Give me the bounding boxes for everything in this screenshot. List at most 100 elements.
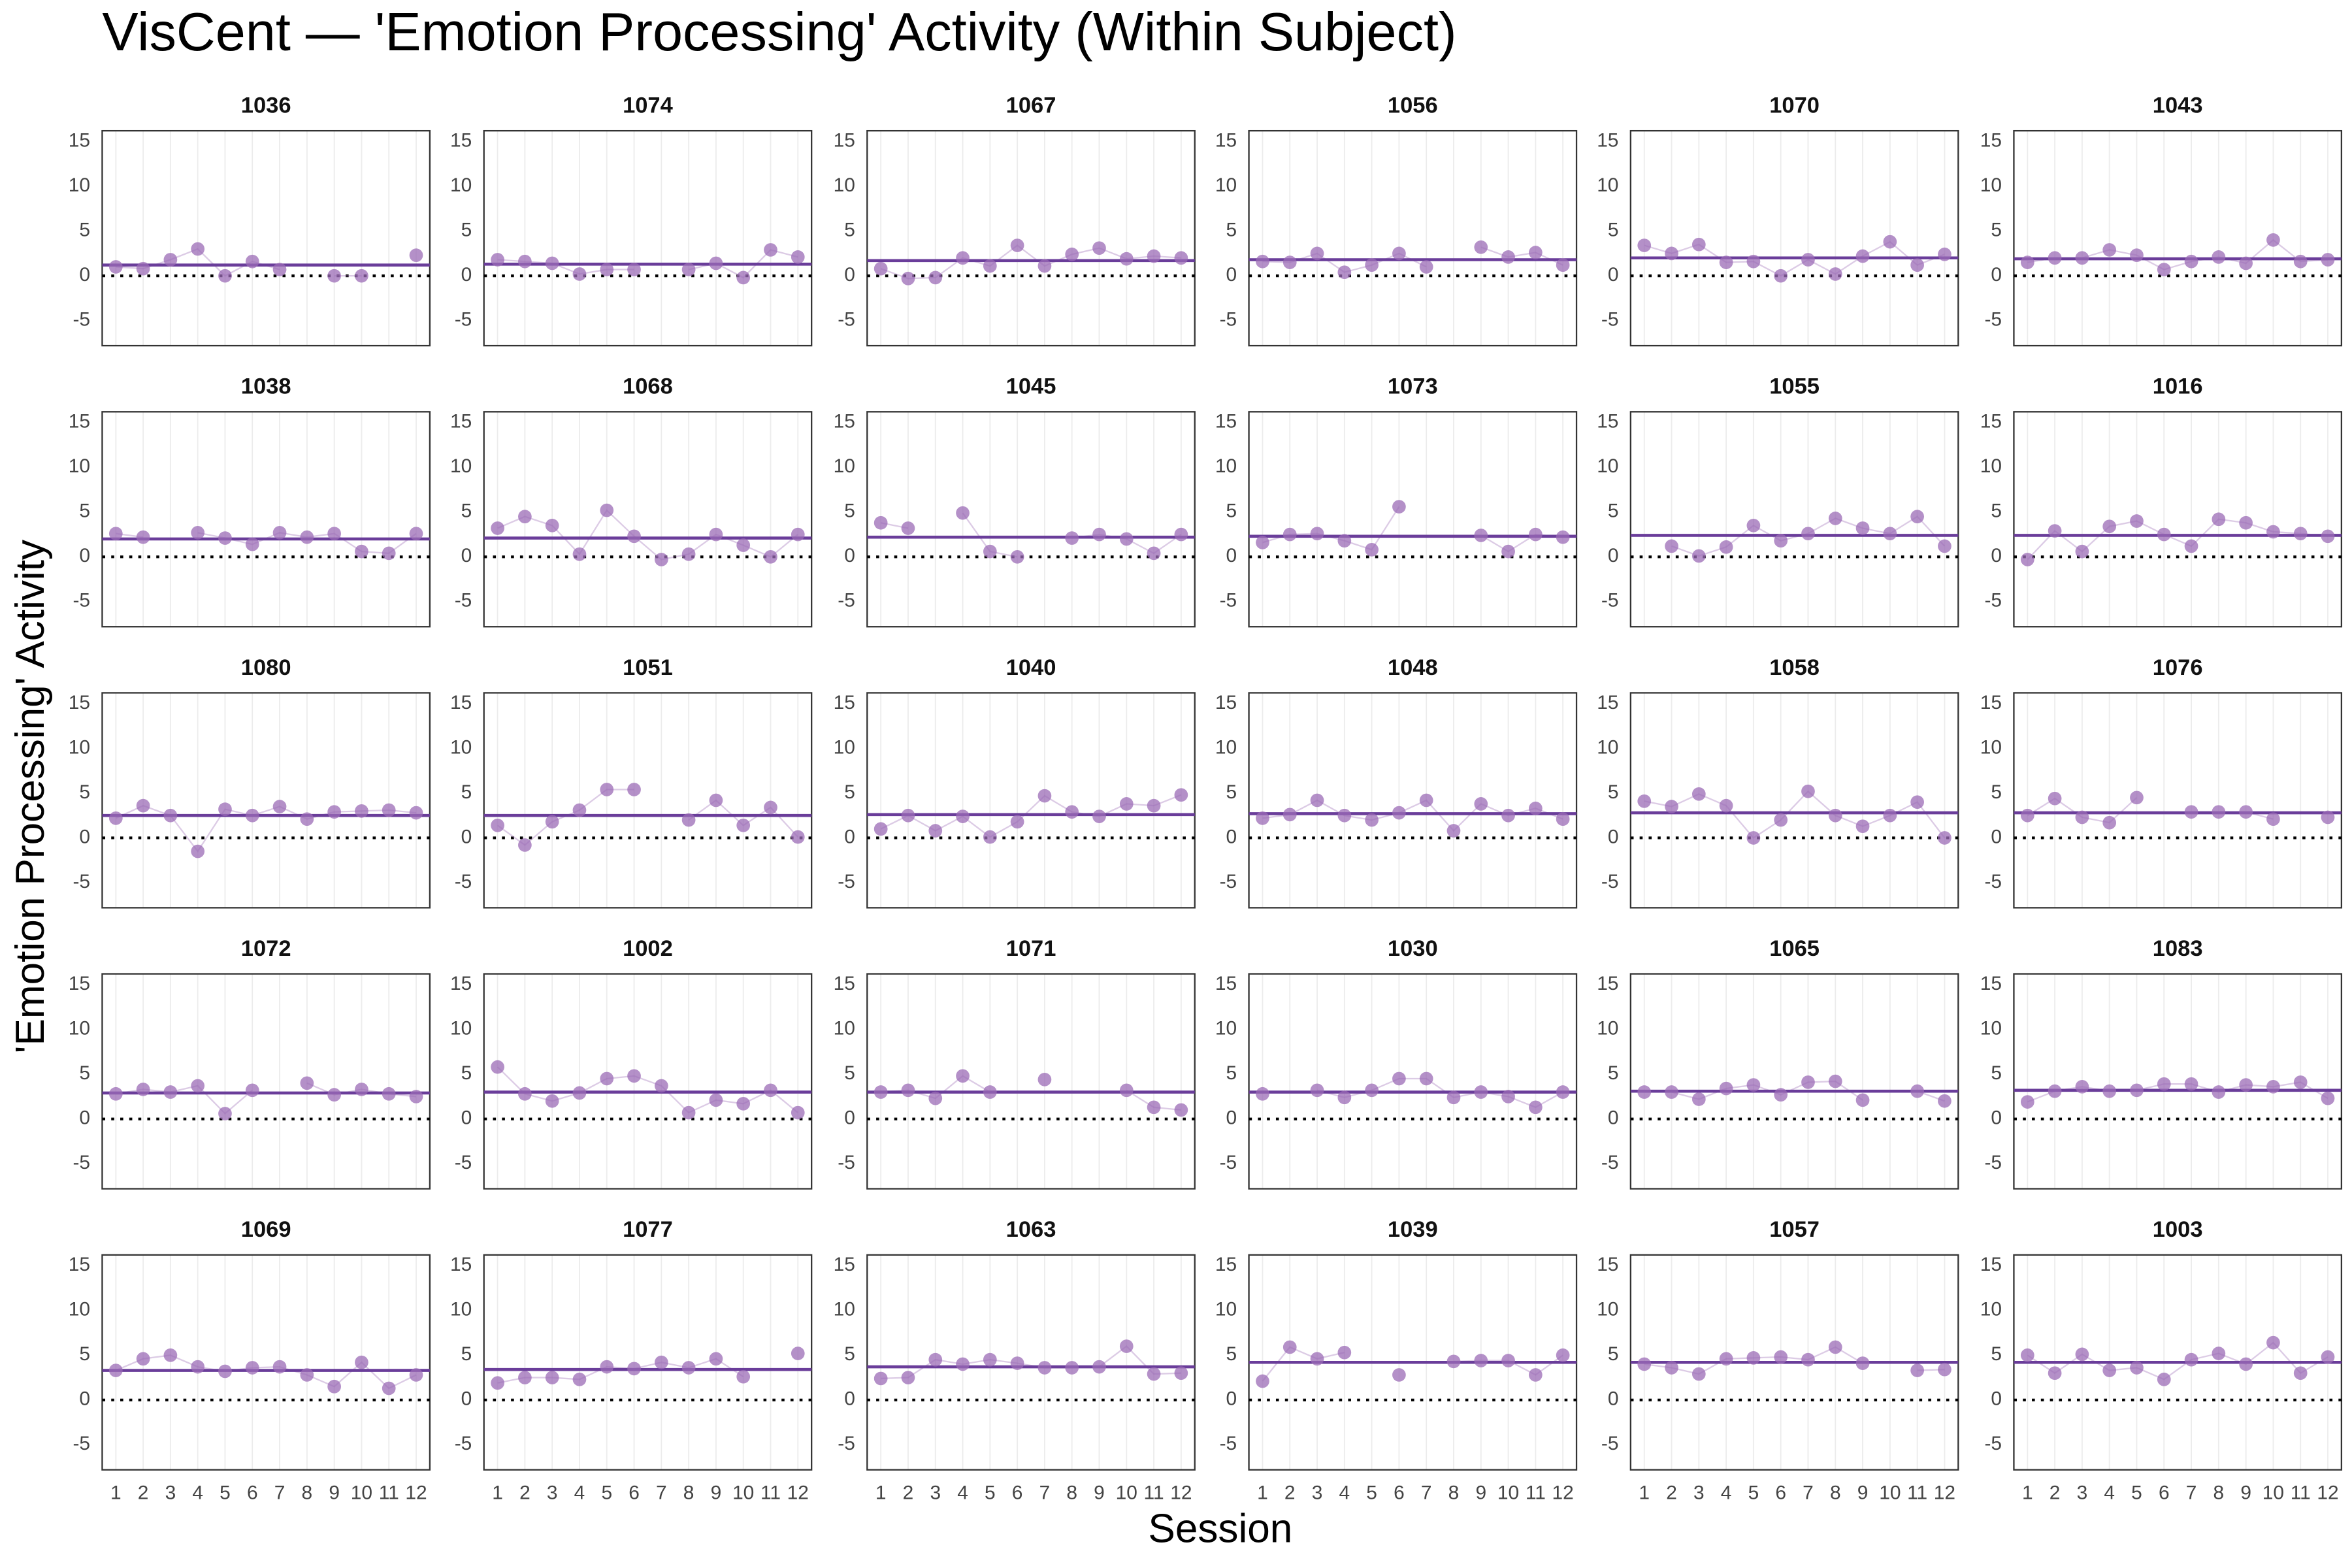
point <box>572 803 587 817</box>
x-tick-label: 10 <box>1497 1482 1519 1503</box>
point <box>327 269 341 283</box>
point <box>245 1083 259 1098</box>
point <box>1037 1072 1052 1086</box>
point <box>600 263 614 276</box>
panel-border <box>1248 411 1578 628</box>
y-tick-label: 15 <box>1980 129 2002 151</box>
point <box>545 1094 559 1108</box>
panel-title: 1076 <box>2153 655 2203 680</box>
y-tick-label: -5 <box>455 590 472 612</box>
y-tick-label: 15 <box>450 1254 472 1275</box>
point <box>983 830 997 844</box>
point <box>1665 1361 1678 1375</box>
point <box>2239 515 2253 530</box>
y-tick-label: 5 <box>461 781 472 803</box>
point <box>736 538 751 552</box>
panel-title: 1065 <box>1769 936 1820 961</box>
point <box>191 525 205 540</box>
point <box>136 530 150 544</box>
point <box>2075 1347 2089 1362</box>
point <box>2102 1084 2117 1098</box>
point <box>901 1371 915 1384</box>
point <box>1910 795 1924 809</box>
point <box>1474 529 1488 542</box>
point <box>2212 512 2226 527</box>
y-tick-label: 0 <box>1991 1388 2002 1410</box>
y-tick-label: -5 <box>1601 871 1619 892</box>
x-tick-label: 6 <box>2159 1482 2170 1503</box>
x-tick-label: 3 <box>1312 1482 1323 1503</box>
panel-border <box>2013 692 2343 909</box>
point <box>874 822 888 836</box>
point <box>600 503 614 517</box>
point <box>491 253 504 267</box>
panel-border <box>101 973 431 1190</box>
y-tick-label: 10 <box>834 174 855 196</box>
point <box>1529 1368 1543 1382</box>
x-tick-label: 6 <box>1394 1482 1405 1503</box>
point <box>2130 514 2144 528</box>
point <box>1256 1086 1269 1101</box>
y-tick-label: 5 <box>79 781 90 803</box>
x-tick-label: 5 <box>220 1482 231 1503</box>
series-line <box>1262 799 1563 832</box>
point <box>2321 529 2335 544</box>
x-tick-label: 5 <box>2131 1482 2142 1503</box>
point <box>901 521 915 535</box>
x-tick-label: 2 <box>1666 1482 1677 1503</box>
point <box>191 844 205 858</box>
point <box>1365 543 1379 557</box>
point <box>1746 519 1761 532</box>
point <box>1665 800 1678 813</box>
y-tick-label: 5 <box>1991 1062 2002 1084</box>
y-tick-label: 10 <box>1215 1299 1237 1320</box>
y-tick-label: 15 <box>69 411 90 433</box>
x-tick-label: 12 <box>1934 1482 1955 1503</box>
point <box>736 1369 751 1384</box>
point <box>1474 240 1488 254</box>
y-tick-label: 15 <box>69 692 90 713</box>
panel-border <box>483 973 813 1190</box>
x-tick-label: 6 <box>629 1482 640 1503</box>
series-line <box>497 259 634 275</box>
point <box>2048 1084 2062 1098</box>
point <box>928 1352 943 1367</box>
panel-border <box>866 129 1196 347</box>
point <box>1529 1100 1543 1115</box>
point <box>2239 1357 2253 1371</box>
point <box>1938 539 1952 553</box>
x-tick-label: 11 <box>760 1482 781 1503</box>
panel-title: 1070 <box>1769 93 1820 118</box>
x-tick-label: 4 <box>957 1482 968 1503</box>
x-tick-label: 9 <box>1475 1482 1486 1503</box>
panel-title: 1056 <box>1388 93 1438 118</box>
y-tick-label: 15 <box>1597 129 1618 151</box>
point <box>1474 1085 1488 1099</box>
y-tick-label: 10 <box>1215 1017 1237 1039</box>
point <box>983 1085 997 1099</box>
point <box>218 531 232 545</box>
x-tick-label: 2 <box>138 1482 149 1503</box>
x-tick-label: 4 <box>1339 1482 1350 1503</box>
point <box>382 1086 396 1101</box>
point <box>355 1083 368 1096</box>
point <box>2157 1077 2171 1091</box>
point <box>1037 1361 1052 1375</box>
point <box>928 1091 943 1105</box>
x-tick-label: 11 <box>379 1482 399 1503</box>
x-tick-label: 1 <box>2022 1482 2033 1503</box>
panel-title: 1003 <box>2153 1217 2203 1242</box>
y-tick-label: -5 <box>1220 309 1237 331</box>
panel-border <box>1629 411 1959 628</box>
point <box>1938 1094 1952 1108</box>
point <box>1746 1078 1761 1092</box>
point <box>1828 512 1842 525</box>
panel-border <box>866 1254 1196 1471</box>
x-tick-label: 9 <box>1857 1482 1869 1503</box>
y-tick-label: -5 <box>838 590 855 612</box>
point <box>1938 1362 1952 1377</box>
point <box>2266 233 2280 247</box>
point <box>1637 1085 1652 1099</box>
point <box>1746 1351 1761 1365</box>
panel-title: 1069 <box>241 1217 291 1242</box>
